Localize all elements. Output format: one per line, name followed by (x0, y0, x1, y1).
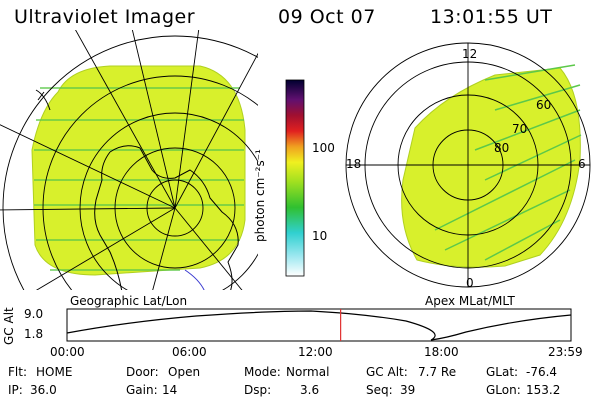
mlt-label-6: 6 (578, 157, 586, 171)
mode-label: Mode: (244, 365, 281, 379)
seq-label: Seq: (366, 383, 393, 397)
glat-value: -76.4 (526, 365, 558, 379)
uv-image-region (31, 65, 246, 276)
mlt-label-0: 0 (466, 276, 474, 290)
gcalt-label: GC Alt: (366, 365, 408, 379)
altitude-ylabel: GC Alt (2, 307, 16, 345)
glon-value: 153.2 (526, 383, 561, 397)
colorbar-tick-100: 100 (312, 141, 335, 155)
xtick-2359: 23:59 (548, 345, 583, 359)
door-label: Door: (126, 365, 159, 379)
flt-value: HOME (36, 365, 73, 379)
gain-value: 14 (162, 383, 178, 397)
mlat-label-80: 80 (494, 141, 510, 155)
coastline (35, 89, 239, 290)
mlt-label-18: 18 (346, 157, 362, 171)
altitude-curve (66, 310, 572, 341)
mode-value: Normal (286, 365, 330, 379)
altitude-ytick-low: 1.8 (24, 327, 44, 341)
colorbar-unit-label: photon cm⁻²s⁻¹ (253, 149, 267, 242)
mlt-label-12: 12 (462, 47, 478, 61)
ip-label: IP: (8, 383, 23, 397)
xtick-1200: 12:00 (298, 345, 333, 359)
altitude-plot (66, 308, 572, 342)
latitude-circles (2, 35, 258, 290)
mlat-label-60: 60 (536, 98, 552, 112)
time-label: 13:01:55 UT (430, 6, 553, 28)
dsp-value: 3.6 (300, 383, 320, 397)
instrument-title: Ultraviolet Imager (14, 6, 196, 28)
left-panel-caption: Geographic Lat/Lon (70, 294, 188, 308)
altitude-ytick-high: 9.0 (24, 307, 44, 321)
ip-value: 36.0 (30, 383, 57, 397)
right-panel-caption: Apex MLat/MLT (425, 294, 515, 308)
longitude-lines (0, 30, 258, 290)
image-stripes (34, 87, 244, 271)
gcalt-value: 7.7 Re (418, 365, 457, 379)
polar-image-region (401, 67, 581, 268)
coastline-blue (184, 269, 205, 290)
polar-axes (346, 43, 590, 287)
colorbar (285, 79, 305, 277)
polar-stripes (434, 64, 582, 261)
glon-label: GLon: (486, 383, 521, 397)
gain-label: Gain: (126, 383, 158, 397)
door-value: Open (168, 365, 201, 379)
geographic-map-panel (0, 30, 258, 290)
colorbar-tick-10: 10 (312, 229, 328, 243)
polar-plot-panel (345, 42, 591, 288)
xtick-0600: 06:00 (172, 345, 207, 359)
dsp-label: Dsp: (244, 383, 272, 397)
flt-label: Flt: (8, 365, 27, 379)
glat-label: GLat: (486, 365, 519, 379)
colorbar-gradient (285, 79, 305, 277)
mlat-label-70: 70 (512, 122, 528, 136)
date-label: 09 Oct 07 (278, 6, 376, 28)
xtick-1800: 18:00 (424, 345, 459, 359)
altitude-plot-frame (66, 308, 572, 342)
seq-value: 39 (400, 383, 416, 397)
xtick-0000: 00:00 (50, 345, 85, 359)
